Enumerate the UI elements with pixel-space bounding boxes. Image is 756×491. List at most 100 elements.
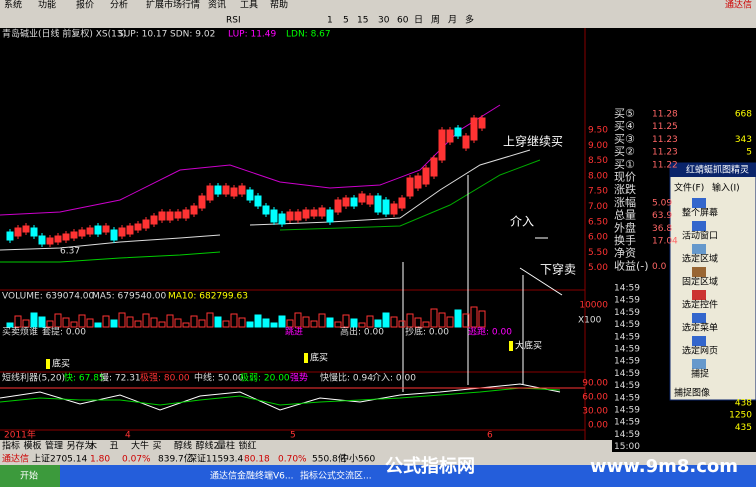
candle bbox=[390, 203, 398, 215]
tab[interactable]: 模板 bbox=[24, 440, 42, 452]
oscillator-tick: 90.00 bbox=[582, 379, 608, 389]
menu-item[interactable]: 工具 bbox=[240, 0, 258, 11]
candle bbox=[30, 227, 38, 237]
status-item: 0.07% bbox=[122, 455, 151, 465]
toolbar-button[interactable]: 周 bbox=[431, 15, 440, 26]
candle bbox=[6, 231, 14, 241]
marker-block bbox=[46, 359, 50, 369]
tab[interactable]: 大牛 bbox=[131, 440, 149, 452]
signal-label: 抄底: 0.00 bbox=[405, 326, 449, 338]
volume-bar bbox=[110, 319, 118, 328]
menu-item[interactable]: 报价 bbox=[76, 0, 94, 11]
capture-button[interactable]: 选定菜单 bbox=[682, 322, 718, 334]
toolbar-button[interactable]: 5 bbox=[343, 16, 349, 26]
capture-button[interactable]: 选定网页 bbox=[682, 345, 718, 357]
tab[interactable]: 木 bbox=[88, 440, 97, 452]
capture-menu[interactable]: 文件(F) bbox=[674, 182, 704, 194]
chart-header: LDN: 8.67 bbox=[286, 30, 331, 40]
volume-bar bbox=[94, 322, 102, 328]
volume-bar bbox=[134, 320, 142, 328]
capture-button[interactable]: 固定区域 bbox=[682, 276, 718, 288]
tab[interactable]: 买 bbox=[153, 441, 162, 452]
menu-item[interactable]: 资讯 bbox=[208, 0, 226, 11]
candle bbox=[422, 167, 430, 185]
candle bbox=[262, 205, 270, 215]
capture-icon bbox=[692, 336, 706, 346]
candle bbox=[278, 213, 286, 225]
tab[interactable]: 醇线 bbox=[174, 440, 192, 452]
candle bbox=[270, 209, 278, 223]
toolbar-button[interactable]: 多 bbox=[465, 14, 474, 26]
oscillator-header: 中线: 50.00 bbox=[194, 372, 244, 384]
status-item: 0.70% bbox=[278, 455, 307, 465]
toolbar-button[interactable]: 60 bbox=[397, 16, 409, 26]
quote-price: 11.23 bbox=[652, 135, 678, 145]
chart-header: LUP: 11.49 bbox=[228, 30, 277, 40]
menu-item[interactable]: 分析 bbox=[110, 0, 128, 11]
capture-window[interactable] bbox=[669, 162, 756, 401]
capture-button[interactable]: 捕捉 bbox=[691, 368, 709, 380]
quote-label: 净资 bbox=[614, 246, 636, 260]
candle bbox=[94, 225, 102, 235]
candle bbox=[70, 231, 78, 239]
candle bbox=[382, 199, 390, 215]
tab[interactable]: 指标 bbox=[2, 440, 20, 452]
volume-bar bbox=[246, 321, 254, 328]
oscillator-fast bbox=[0, 383, 561, 411]
capture-button[interactable]: 选定控件 bbox=[682, 299, 718, 311]
quote-price: 11.22 bbox=[652, 160, 678, 170]
marker-label: 底买 bbox=[52, 358, 70, 370]
toolbar-button[interactable]: 日 bbox=[414, 15, 423, 26]
volume-bar bbox=[294, 312, 302, 328]
volume-bar bbox=[278, 315, 286, 328]
tick-time: 14:59 bbox=[614, 418, 640, 428]
menu-item[interactable]: 扩展市场行情 bbox=[146, 0, 200, 11]
taskbar-item[interactable]: 通达信金融终端V6... bbox=[210, 470, 293, 482]
capture-button[interactable]: 整个屏幕 bbox=[682, 207, 718, 219]
candle bbox=[110, 229, 118, 241]
capture-icon bbox=[692, 221, 706, 231]
volume-bar bbox=[358, 322, 366, 328]
candle bbox=[462, 135, 470, 149]
price-tick: 5.50 bbox=[588, 248, 608, 258]
candle bbox=[470, 117, 478, 141]
toolbar-button[interactable]: RSI bbox=[226, 16, 241, 26]
quote-volume: 343 bbox=[735, 135, 752, 145]
toolbar-button[interactable]: 1 bbox=[327, 16, 333, 26]
watermark: www.9m8.com bbox=[590, 456, 738, 477]
tick-time: 14:59 bbox=[614, 369, 640, 379]
candle bbox=[62, 233, 70, 241]
menu-item[interactable]: 系统 bbox=[4, 0, 22, 11]
toolbar-button[interactable]: 月 bbox=[448, 15, 457, 26]
status-item: 1.80 bbox=[90, 455, 110, 465]
candle bbox=[302, 209, 310, 219]
capture-button[interactable]: 活动窗口 bbox=[682, 230, 718, 242]
menu-item[interactable]: 功能 bbox=[38, 0, 56, 11]
taskbar-item[interactable]: 指标公式交流区... bbox=[300, 470, 372, 482]
volume-bar bbox=[14, 315, 22, 328]
tick-time: 14:59 bbox=[614, 296, 640, 306]
menu-item[interactable]: 帮助 bbox=[270, 0, 288, 11]
price-tick: 6.50 bbox=[588, 217, 608, 227]
start-button[interactable] bbox=[0, 465, 60, 487]
tab[interactable]: 丑 bbox=[110, 441, 119, 452]
tab[interactable]: 锁红 bbox=[239, 440, 257, 452]
toolbar-button[interactable]: 30 bbox=[378, 16, 390, 26]
tab[interactable]: 醇线2 bbox=[196, 440, 220, 452]
capture-menu[interactable]: 输入(I) bbox=[712, 182, 740, 194]
tab[interactable]: 另存为 bbox=[67, 440, 94, 452]
tick-time: 14:59 bbox=[614, 320, 640, 330]
candle bbox=[478, 117, 486, 129]
capture-button[interactable]: 选定区域 bbox=[682, 253, 718, 265]
tab[interactable]: 量柱 bbox=[217, 440, 235, 452]
low-label: 6.37 bbox=[60, 247, 80, 257]
quote-label: 换手 bbox=[614, 233, 636, 247]
candle bbox=[190, 205, 198, 215]
toolbar-button[interactable]: 15 bbox=[357, 16, 368, 26]
volume-bar bbox=[470, 306, 478, 328]
candle bbox=[78, 229, 86, 237]
tab[interactable]: 管理 bbox=[45, 440, 63, 452]
taskbar-item[interactable]: 开始 bbox=[20, 470, 38, 482]
chart-area bbox=[0, 28, 612, 440]
quote-price: 11.25 bbox=[652, 122, 678, 132]
